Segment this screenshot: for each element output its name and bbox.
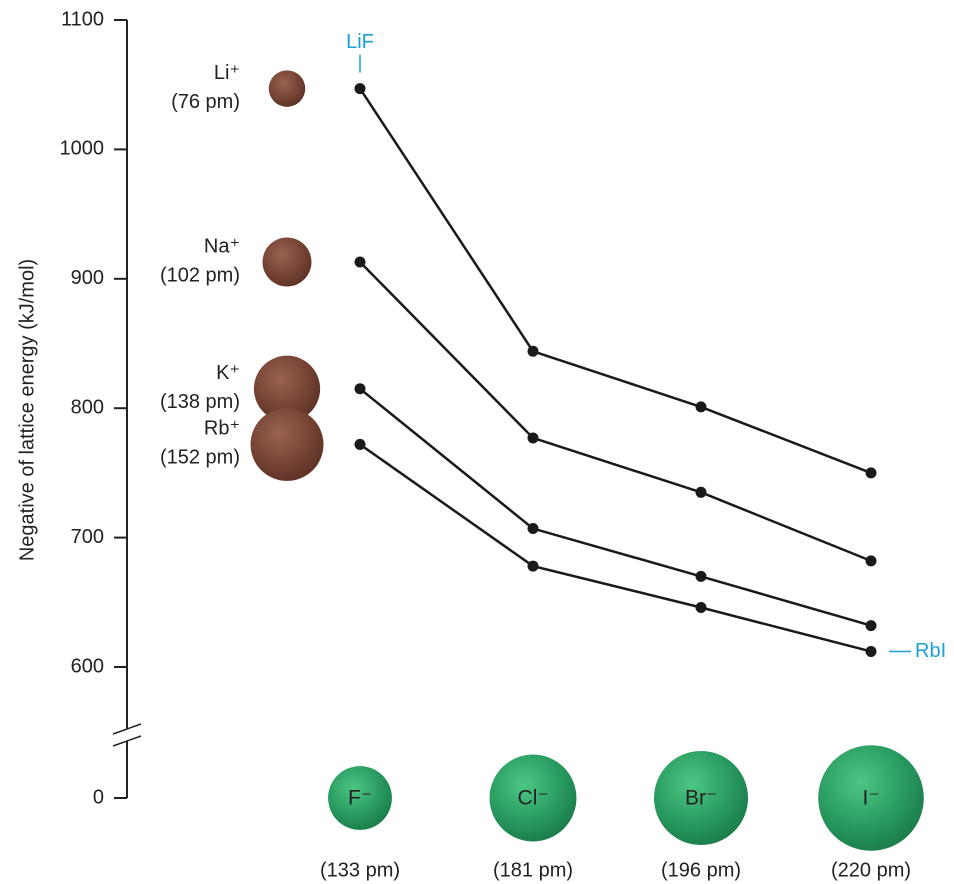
cation-sphere [263,237,312,286]
data-point [528,561,539,572]
anion-radius-label: (181 pm) [493,859,573,881]
data-point [528,523,539,534]
data-point [355,256,366,267]
cation-radius-label: (102 pm) [160,264,240,286]
series-line [360,89,871,473]
data-point [355,83,366,94]
annotation: LiF [346,31,374,53]
y-tick-label: 800 [71,396,104,418]
x-tick-label: I⁻ [863,787,880,810]
cation-label: Rb⁺ [204,418,240,440]
cation-sphere [269,70,305,106]
data-point [866,467,877,478]
x-tick-label: Br⁻ [685,787,717,810]
annotation: RbI [915,640,946,662]
cation-radius-label: (76 pm) [171,91,240,113]
y-tick-label: 900 [71,267,104,289]
series-line [360,262,871,561]
x-tick-label: Cl⁻ [518,787,549,810]
chart: Negative of lattice energy (kJ/mol) 0 600… [0,0,954,884]
cation-radius-label: (138 pm) [160,391,240,413]
cation-label: Li⁺ [214,62,240,84]
y-tick-label: 600 [71,655,104,677]
data-point [866,555,877,566]
y-tick-label: 1000 [60,138,105,160]
series-line [360,444,871,651]
y-axis-label: Negative of lattice energy (kJ/mol) [16,259,38,561]
data-point [866,620,877,631]
cation-label: Na⁺ [204,235,240,257]
x-tick-label: F⁻ [348,787,372,810]
y-tick-label: 1100 [61,8,104,30]
anion-radius-label: (133 pm) [320,859,400,881]
y-tick-label: 700 [71,526,104,548]
data-point [696,571,707,582]
y-tick-label: 0 [93,786,104,808]
data-point [866,646,877,657]
data-point [696,487,707,498]
anion-radius-label: (220 pm) [831,859,911,881]
anion-radius-label: (196 pm) [661,859,741,881]
series-line [360,389,871,626]
data-point [528,432,539,443]
cation-radius-label: (152 pm) [160,447,240,469]
cation-sphere [251,408,324,481]
data-point [355,439,366,450]
data-point [696,401,707,412]
data-point [355,383,366,394]
data-point [696,602,707,613]
data-point [528,346,539,357]
cation-label: K⁺ [216,362,240,384]
